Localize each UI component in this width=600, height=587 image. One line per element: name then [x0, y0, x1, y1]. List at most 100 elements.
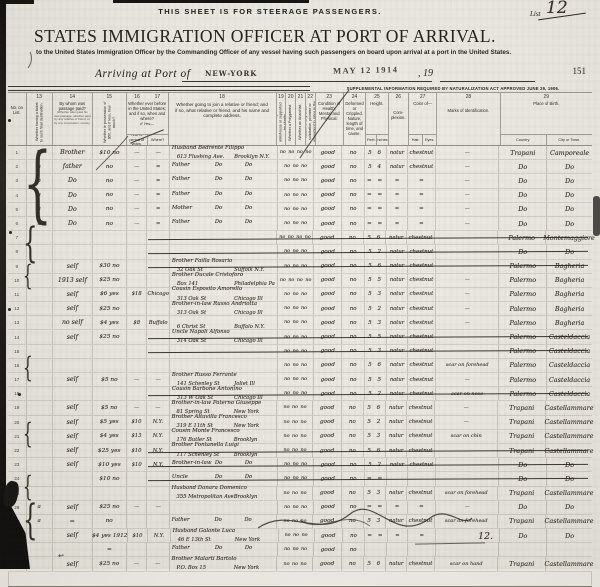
cell-complexion: = [386, 188, 406, 202]
cell-before-year: — [125, 373, 146, 387]
cell-hair-eyes: = [406, 500, 435, 514]
cell-height: 5 5 [363, 273, 386, 287]
cell-money: no [91, 514, 126, 529]
cell-before-year [125, 231, 146, 245]
col-26-complexion: 26 Com- plexion. [387, 93, 408, 145]
cell-ticket [25, 316, 52, 330]
cell-height: 5 2 [363, 458, 386, 472]
cell-birth-city: Castellammare [545, 557, 594, 571]
cell-health: good [313, 202, 341, 216]
cell-relative [168, 500, 277, 514]
cell-no-answers: no no no no [277, 273, 313, 287]
cell-birth-country: Do [498, 245, 546, 259]
cell-relative [168, 245, 277, 259]
cell-money [91, 358, 126, 372]
cell-complexion: = [386, 529, 407, 543]
col-24-deformed: 24 Deformed or Crippled. Nature, length o… [342, 93, 365, 145]
ink-speck [9, 231, 12, 234]
cell-complexion: natur [386, 302, 406, 316]
cell-before-where: = [146, 216, 168, 231]
cell-money [91, 245, 126, 259]
cell-no-answers: no no no [277, 387, 313, 401]
col-18-joining-relative: 18 Whether going to join a relative or fr… [167, 93, 276, 145]
cell-deformed: no [340, 401, 363, 415]
cell-birth-city: Do [546, 245, 592, 259]
cell-hair-eyes: = [406, 202, 435, 216]
cell-passage-paid-by: self [51, 302, 92, 316]
cell-height: = = [363, 472, 386, 486]
cell-health: good [313, 344, 341, 358]
manifest-row: 7 no no no no good no 5 6 natur chestnut… [8, 231, 595, 246]
manifest-row: 5 a Do no — = Mother Do Do no no no good n… [8, 202, 592, 217]
cell-birth-city: Castellammare [545, 443, 594, 458]
cell-hair-eyes: chestnut [406, 458, 435, 472]
col-14-passage-paid: 14 By whom was passage paid? (Whether alie… [51, 93, 92, 145]
cell-money: no [91, 188, 126, 202]
cell-height: 5 6 [363, 231, 385, 245]
cell-ticket [25, 543, 52, 557]
cell-ticket: a [25, 514, 52, 529]
date-underline [440, 81, 535, 82]
cell-marks [435, 330, 498, 344]
cell-relative: Father Do Do [168, 174, 277, 188]
cell-before-where [146, 344, 168, 358]
cell-money: $5 no [91, 373, 126, 387]
cell-complexion [386, 472, 406, 486]
cell-marks: — [435, 146, 498, 160]
cell-birth-city: Castellammare [545, 429, 594, 443]
cell-row-number: 6 [15, 221, 19, 227]
cell-height: 5 3 [363, 429, 385, 443]
cell-birth-country: Do [498, 500, 546, 514]
col-15-fifty-dollars: 15 Whether in possession of $50, and if l… [91, 93, 126, 145]
cell-before-year: — [125, 188, 146, 202]
cell-birth-country: Palermo [498, 387, 546, 401]
cell-height: 5 6 [363, 146, 386, 160]
cell-complexion: natur [386, 245, 406, 259]
col-19-prison: 19 Whether ever in prison or almshouse or… [275, 93, 285, 145]
cell-complexion: natur [386, 146, 406, 160]
cell-deformed: no [340, 415, 363, 429]
cell-height: = = [363, 202, 386, 216]
cell-height: 5 6 [363, 358, 386, 372]
cell-deformed: no [341, 302, 363, 316]
cell-before-year [125, 330, 146, 344]
cell-height: 5 4 [363, 160, 386, 174]
cell-before-year: — [125, 500, 146, 514]
cell-ticket: a [25, 188, 52, 202]
cell-marks [435, 259, 498, 273]
cell-money: $4 yes [91, 316, 126, 330]
cell-complexion: natur [386, 330, 406, 344]
cell-row-number: 16 [14, 362, 20, 368]
cell-before-where: — [146, 557, 168, 571]
cell-marks [435, 458, 498, 472]
cell-birth-city: Do [546, 458, 592, 472]
cell-birth-country: Palermo [498, 373, 546, 387]
cell-before-year [125, 344, 146, 358]
cell-relative: Brother Altavilla Francesco 319 E 11th St… [168, 414, 277, 429]
cell-row-number: 13 [14, 320, 20, 326]
cell-deformed: no [341, 174, 363, 188]
cell-no-answers: no no no [277, 543, 313, 557]
cell-before-year [125, 486, 146, 500]
cell-deformed: no [341, 287, 363, 302]
cell-birth-city: Camporeale [546, 146, 592, 160]
cell-before-where [146, 358, 168, 372]
cell-passage-paid-by: 1913 self [51, 273, 92, 287]
cell-health: good [313, 273, 341, 287]
cell-birth-city: Castellammare [545, 514, 594, 529]
scan-smudge-right [593, 196, 600, 236]
cell-hair-eyes: chestnut [406, 259, 435, 273]
cell-birth-country: Do [498, 458, 546, 472]
cell-birth-country: Trapani [498, 146, 546, 160]
cell-relative: 6 Christ St Buffalo N.Y. [168, 316, 277, 330]
cell-passage-paid-by: self [51, 330, 92, 344]
cell-marks: — [435, 174, 498, 188]
cell-deformed: no [341, 146, 363, 160]
cell-hair-eyes: chestnut [406, 245, 435, 259]
cell-birth-country: Trapani [497, 443, 545, 458]
cell-before-where [146, 387, 168, 401]
cell-height: 5 2 [363, 302, 386, 316]
cell-deformed: no [341, 373, 363, 387]
